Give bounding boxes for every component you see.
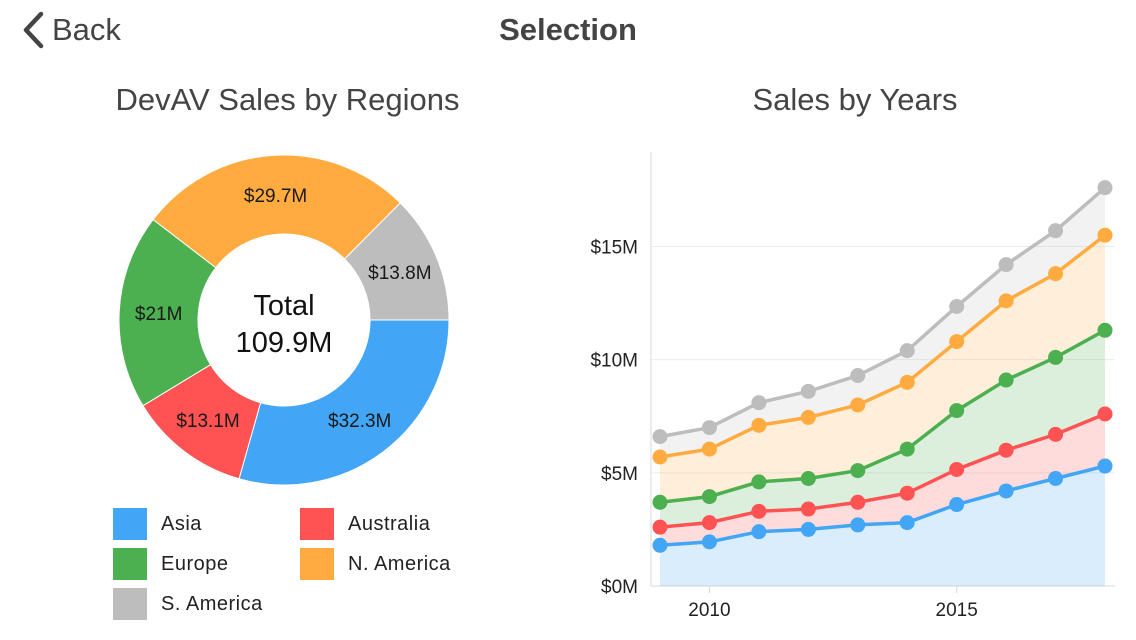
donut-legend: Asia Australia Europe N. America S. America xyxy=(113,508,513,628)
data-point-s-america[interactable] xyxy=(1048,223,1064,239)
data-point-n-america[interactable] xyxy=(1048,266,1064,282)
data-point-asia[interactable] xyxy=(949,497,965,513)
data-point-europe[interactable] xyxy=(800,471,816,486)
slice-label-n-america: $29.7M xyxy=(244,186,307,207)
pie-slice-n-america[interactable] xyxy=(152,154,401,269)
data-point-europe[interactable] xyxy=(899,441,915,457)
navigation-bar: Back Selection xyxy=(0,0,1136,62)
legend-swatch xyxy=(300,548,334,580)
slice-label-s-america: $13.8M xyxy=(368,263,431,284)
data-point-europe[interactable] xyxy=(1048,349,1064,365)
data-point-australia[interactable] xyxy=(850,494,866,510)
y-tick-label: $15M xyxy=(590,238,638,259)
data-point-n-america[interactable] xyxy=(751,417,767,433)
data-point-s-america[interactable] xyxy=(751,395,767,411)
data-point-s-america[interactable] xyxy=(899,343,915,359)
area-n-america xyxy=(660,235,1105,503)
data-point-s-america[interactable] xyxy=(800,383,816,399)
data-point-europe[interactable] xyxy=(949,403,965,419)
data-point-australia[interactable] xyxy=(1097,406,1113,422)
back-button[interactable]: Back xyxy=(22,10,121,50)
data-point-s-america[interactable] xyxy=(652,429,668,445)
data-point-europe[interactable] xyxy=(850,463,866,479)
chevron-left-icon xyxy=(23,11,44,49)
data-point-australia[interactable] xyxy=(652,519,668,535)
stacked-area-chart[interactable]: $0M $5M $10M $15M 2010 2015 xyxy=(560,140,1130,630)
legend-label: Europe xyxy=(161,552,229,575)
legend-swatch xyxy=(113,588,147,620)
data-point-australia[interactable] xyxy=(949,461,965,477)
donut-chart-title: DevAV Sales by Regions xyxy=(115,82,460,117)
data-point-s-america[interactable] xyxy=(701,420,717,436)
series-line-n-america[interactable] xyxy=(659,233,1107,459)
data-point-australia[interactable] xyxy=(899,485,915,501)
y-tick-label: $0M xyxy=(601,577,638,598)
data-point-asia[interactable] xyxy=(1048,471,1064,486)
legend-swatch xyxy=(113,548,147,580)
data-point-asia[interactable] xyxy=(751,524,767,540)
series-line-australia[interactable] xyxy=(659,412,1106,529)
slice-label-asia: $32.3M xyxy=(328,411,391,432)
data-point-s-america[interactable] xyxy=(1097,180,1113,196)
pie-slice-s-america[interactable] xyxy=(343,202,450,321)
data-point-asia[interactable] xyxy=(701,534,717,550)
donut-center-label: Total xyxy=(253,290,314,322)
data-point-asia[interactable] xyxy=(1097,458,1113,474)
data-point-australia[interactable] xyxy=(1048,426,1064,442)
donut-chart[interactable]: $32.3M $13.1M $21M $29.7M $13.8M Total 109.9M xyxy=(0,130,560,500)
data-point-n-america[interactable] xyxy=(1097,227,1113,243)
pie-slice-asia[interactable] xyxy=(238,319,450,486)
legend-item-s-america[interactable]: S. America xyxy=(113,588,263,620)
data-point-n-america[interactable] xyxy=(800,409,816,425)
legend-label: S. America xyxy=(161,592,263,615)
data-point-asia[interactable] xyxy=(800,521,816,537)
data-point-n-america[interactable] xyxy=(701,441,717,457)
x-tick-label: 2010 xyxy=(688,600,730,621)
pie-slice-europe[interactable] xyxy=(118,218,217,407)
legend-item-n-america[interactable]: N. America xyxy=(300,548,451,580)
data-point-n-america[interactable] xyxy=(652,449,668,465)
x-tick-label: 2015 xyxy=(936,600,978,621)
data-point-europe[interactable] xyxy=(998,372,1014,388)
data-point-europe[interactable] xyxy=(701,489,717,505)
donut-center-value: 109.9M xyxy=(236,327,333,359)
data-point-australia[interactable] xyxy=(751,503,767,519)
data-point-europe[interactable] xyxy=(751,474,767,490)
data-point-s-america[interactable] xyxy=(949,299,965,314)
legend-label: N. America xyxy=(348,552,451,575)
data-point-s-america[interactable] xyxy=(850,368,866,384)
series-line-s-america[interactable] xyxy=(659,186,1107,439)
y-tick-label: $5M xyxy=(601,464,638,485)
legend-swatch xyxy=(300,508,334,540)
page-title: Selection xyxy=(499,12,637,47)
legend-item-australia[interactable]: Australia xyxy=(300,508,430,540)
legend-item-europe[interactable]: Europe xyxy=(113,548,229,580)
data-point-asia[interactable] xyxy=(850,517,866,533)
data-point-australia[interactable] xyxy=(701,515,717,531)
back-label: Back xyxy=(52,12,121,47)
slice-label-europe: $21M xyxy=(135,304,183,325)
data-point-asia[interactable] xyxy=(652,537,668,553)
data-point-europe[interactable] xyxy=(652,494,668,510)
data-point-n-america[interactable] xyxy=(850,397,866,413)
series-line-europe[interactable] xyxy=(659,328,1106,505)
legend-label: Asia xyxy=(161,512,202,535)
series-line-asia[interactable] xyxy=(659,464,1106,548)
data-point-n-america[interactable] xyxy=(998,293,1014,309)
data-point-europe[interactable] xyxy=(1097,322,1113,338)
legend-label: Australia xyxy=(348,512,431,535)
y-tick-label: $10M xyxy=(590,351,638,372)
data-point-s-america[interactable] xyxy=(998,257,1014,273)
data-point-australia[interactable] xyxy=(800,501,816,517)
data-point-n-america[interactable] xyxy=(949,334,965,350)
area-chart-title: Sales by Years xyxy=(752,82,958,117)
legend-swatch xyxy=(113,508,147,540)
legend-item-asia[interactable]: Asia xyxy=(113,508,202,540)
data-point-n-america[interactable] xyxy=(899,374,915,390)
data-point-australia[interactable] xyxy=(998,442,1014,458)
data-point-asia[interactable] xyxy=(899,515,915,531)
area-europe xyxy=(660,330,1105,528)
slice-label-australia: $13.1M xyxy=(176,411,239,432)
data-point-asia[interactable] xyxy=(998,483,1014,499)
